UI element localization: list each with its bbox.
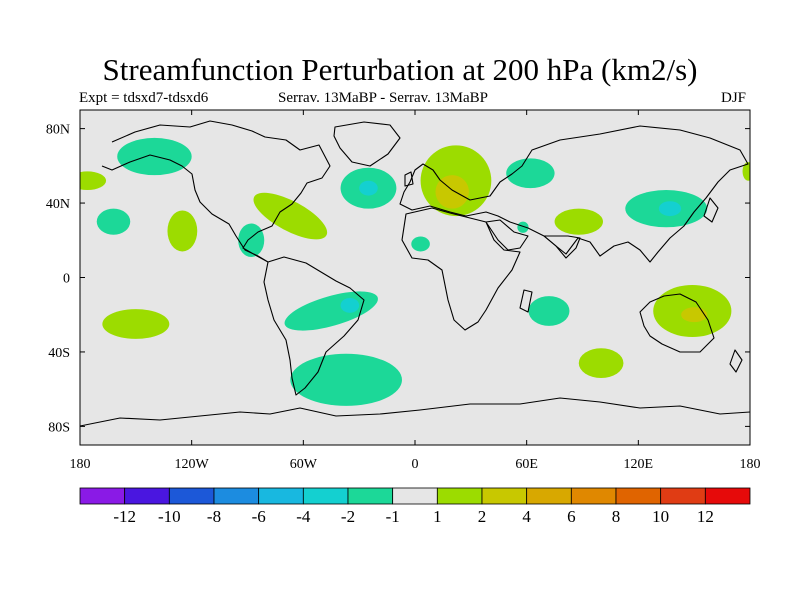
anomaly-patch-20 (528, 296, 570, 326)
axis-ticks: 180 120W 60W 0 60E 120E 180 80N 40N 0 40S 80S (46, 110, 761, 472)
anomaly-patch-3 (96, 208, 131, 235)
anomaly-patch-4 (167, 210, 198, 252)
experiment-label: Expt = tdsxd7-tdsxd6 (79, 90, 209, 106)
anomaly-patch-23 (681, 307, 708, 323)
anomaly-patch-8 (359, 180, 378, 196)
colorbar-label-7: -1 (386, 507, 400, 526)
coast-india (543, 235, 581, 259)
colorbar-label-3: -8 (207, 507, 221, 526)
anomaly-patch-19 (340, 297, 360, 313)
colorbar-label-10: 4 (522, 507, 531, 526)
colorbar-swatch-15 (704, 487, 751, 505)
coast-north-america (101, 120, 331, 263)
colorbar-label-11: 6 (567, 507, 576, 526)
season-label: DJF (721, 90, 747, 106)
colorbar-swatch-9 (436, 487, 483, 505)
x-tick-label-3: 60W (290, 457, 318, 472)
x-tick-label-1: 180 (70, 457, 91, 472)
y-tick-label-3: 0 (63, 272, 70, 287)
colorbar-swatch-11 (526, 487, 572, 505)
colorbar-label-12: 8 (612, 507, 621, 526)
anomaly-patch-5 (238, 223, 265, 258)
coast-south-america (263, 256, 365, 396)
coast-eurasia (399, 125, 749, 263)
colorbar-label-9: 2 (478, 507, 487, 526)
x-tick-label-6: 120E (624, 457, 654, 472)
colorbar-swatch-8 (392, 487, 438, 505)
x-tick-label-7: 180 (740, 457, 761, 472)
coast-arabia (485, 219, 529, 251)
colorbar-label-6: -2 (341, 507, 355, 526)
colorbar-swatch-5 (258, 487, 304, 505)
y-tick-label-2: 40N (46, 197, 70, 212)
colorbar-label-14: 12 (697, 507, 714, 526)
colorbar-label-2: -10 (158, 507, 181, 526)
coast-greenland (333, 121, 401, 167)
anomaly-patch-9 (411, 236, 430, 252)
colorbar-swatch-2 (124, 487, 170, 505)
anomaly-patch-21 (578, 348, 624, 378)
anomaly-patch-6 (253, 192, 328, 240)
x-tick-label-5: 60E (515, 457, 538, 472)
y-tick-label-4: 40S (48, 346, 70, 361)
colorbar-label-8: 1 (433, 507, 442, 526)
colorbar-label-5: -4 (296, 507, 311, 526)
chart-title: Streamfunction Perturbation at 200 hPa (… (102, 52, 698, 87)
colorbar-swatch-6 (302, 487, 349, 505)
colorbar-label-4: -6 (252, 507, 266, 526)
colorbar-swatch-7 (347, 487, 394, 505)
coastlines (80, 120, 750, 427)
y-tick-label-1: 80N (46, 123, 70, 138)
coast-antarctica (80, 397, 750, 427)
y-tick-label-5: 80S (48, 420, 70, 435)
colorbar-swatch-12 (570, 487, 617, 505)
colorbar-swatch-3 (168, 487, 215, 505)
colorbar-label-1: -12 (113, 507, 136, 526)
anomaly-patch-25 (517, 221, 529, 233)
anomaly-patch-17 (102, 309, 170, 339)
coast-british-isles (404, 171, 414, 187)
colorbar-swatch-4 (213, 487, 260, 505)
anomaly-patch-13 (554, 208, 603, 235)
coast-japan (703, 197, 719, 223)
period-label: Serrav. 13MaBP - Serrav. 13MaBP (278, 90, 488, 106)
anomaly-patch-2 (80, 171, 107, 191)
colorbar: -12 -10 -8 -6 -4 -2 -1 1 2 4 6 8 10 12 (79, 487, 751, 526)
coast-madagascar (519, 289, 533, 313)
colorbar-swatch-14 (660, 487, 706, 505)
coast-africa (401, 207, 521, 331)
colorbar-swatch-1 (79, 487, 126, 505)
anomaly-patch-24 (290, 353, 402, 406)
anomaly-patch-12 (506, 158, 555, 189)
x-tick-label-2: 120W (175, 457, 210, 472)
colorbar-swatch-13 (615, 487, 662, 505)
coast-new-zealand (729, 349, 743, 373)
map-background (80, 110, 750, 445)
colorbar-label-13: 10 (652, 507, 669, 526)
coast-australia (639, 293, 715, 353)
anomaly-patch-16 (742, 162, 750, 181)
anomaly-patch-15 (658, 201, 682, 217)
x-tick-label-4: 0 (412, 457, 419, 472)
colorbar-swatch-10 (481, 487, 528, 505)
